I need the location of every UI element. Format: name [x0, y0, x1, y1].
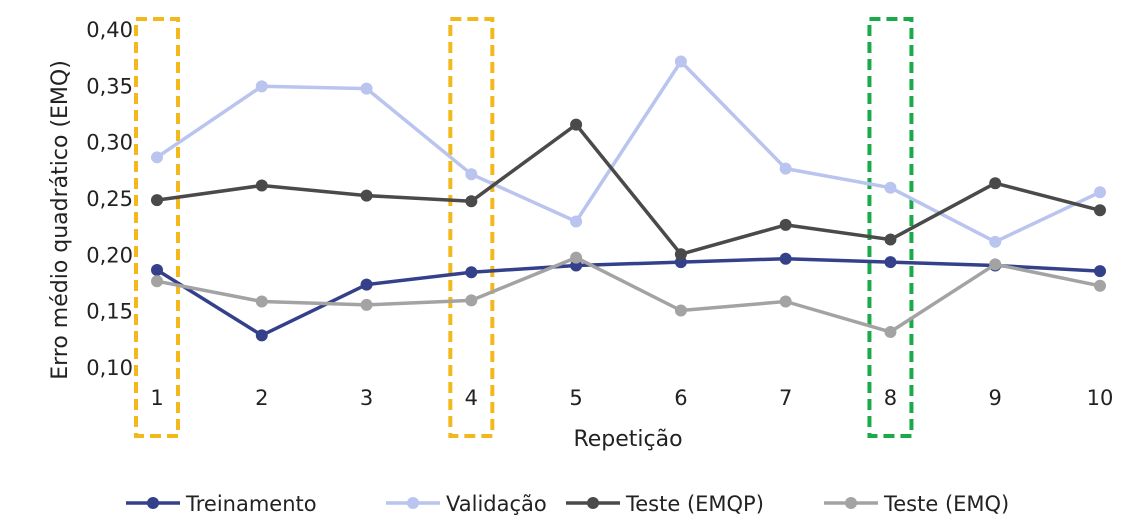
- y-tick-label: 0,30: [86, 131, 133, 155]
- data-point: [255, 329, 268, 342]
- data-point: [465, 266, 478, 279]
- data-point: [1094, 279, 1106, 292]
- data-point: [570, 251, 583, 264]
- data-point: [360, 82, 373, 95]
- data-point: [674, 248, 687, 261]
- legend-label: Teste (EMQ): [883, 492, 1009, 516]
- y-tick-label: 0,20: [86, 243, 133, 267]
- legend: Treinamento Validação Teste (EMQP) Teste (E…: [126, 492, 1009, 516]
- data-point: [779, 252, 792, 265]
- data-point: [360, 189, 373, 202]
- data-point: [989, 258, 1002, 271]
- y-tick-label: 0,25: [86, 187, 133, 211]
- data-point: [1094, 204, 1106, 217]
- highlight-box-8: [867, 17, 914, 438]
- series-line: [156, 256, 1101, 338]
- legend-marker: [147, 497, 159, 509]
- data-point: [674, 55, 687, 68]
- legend-marker: [587, 497, 599, 509]
- highlight-box-1: [134, 17, 180, 438]
- data-point: [1094, 265, 1106, 278]
- data-point: [884, 233, 897, 246]
- y-tick-label: 0,10: [86, 356, 133, 380]
- data-point: [465, 168, 478, 181]
- data-point: [151, 151, 163, 164]
- series-0: [151, 252, 1106, 342]
- y-axis-ticks: 0,10 0,15 0,20 0,25 0,30 0,35 0,40: [86, 18, 133, 380]
- data-point: [779, 162, 792, 175]
- x-axis-ticks: 1 2 3 4 5 6 7 8 9 10: [150, 386, 1113, 410]
- x-tick-label: 6: [674, 386, 687, 410]
- legend-label: Treinamento: [185, 492, 317, 516]
- data-point: [151, 263, 163, 276]
- x-axis-title: Repetição: [573, 427, 682, 452]
- series-line: [156, 255, 1101, 334]
- data-point: [570, 215, 583, 228]
- data-point: [151, 194, 163, 207]
- x-tick-label: 2: [255, 386, 268, 410]
- legend-label: Validação: [446, 492, 547, 516]
- data-point: [779, 218, 792, 231]
- legend-item: Treinamento: [126, 492, 317, 516]
- x-tick-label: 7: [779, 386, 792, 410]
- data-point: [884, 181, 897, 194]
- legend-item: Teste (EMQ): [824, 492, 1009, 516]
- series-line: [156, 59, 1101, 244]
- data-point: [884, 256, 897, 269]
- highlight-boxes: [134, 17, 914, 438]
- series-line: [156, 122, 1101, 256]
- data-point: [570, 118, 583, 131]
- x-tick-label: 8: [884, 386, 897, 410]
- legend-item: Teste (EMQP): [566, 492, 764, 516]
- data-point: [465, 294, 478, 307]
- data-point: [989, 235, 1002, 248]
- data-point: [465, 195, 478, 208]
- legend-marker: [407, 497, 419, 509]
- legend-marker: [845, 497, 857, 509]
- data-point: [255, 295, 268, 308]
- x-tick-label: 5: [569, 386, 582, 410]
- legend-item: Validação: [386, 492, 547, 516]
- y-axis-title: Erro médio quadrático (EMQ): [48, 60, 73, 380]
- x-tick-label: 9: [989, 386, 1002, 410]
- y-tick-label: 0,35: [86, 74, 133, 98]
- x-tick-label: 1: [150, 386, 163, 410]
- y-tick-label: 0,15: [86, 300, 133, 324]
- x-tick-label: 3: [360, 386, 373, 410]
- legend-label: Teste (EMQP): [625, 492, 764, 516]
- data-point: [674, 304, 687, 317]
- data-point: [255, 179, 268, 192]
- data-point: [779, 295, 792, 308]
- data-point: [989, 177, 1002, 190]
- series-2: [151, 118, 1106, 261]
- data-point: [360, 278, 373, 291]
- data-point: [151, 275, 163, 288]
- x-tick-label: 10: [1087, 386, 1114, 410]
- data-point: [360, 298, 373, 311]
- series-1: [151, 55, 1106, 248]
- series-lines: [151, 55, 1106, 342]
- y-tick-label: 0,40: [86, 18, 133, 42]
- highlight-box-4: [448, 17, 495, 438]
- x-tick-label: 4: [465, 386, 478, 410]
- data-point: [255, 80, 268, 93]
- series-3: [151, 251, 1106, 338]
- data-point: [1094, 186, 1106, 199]
- data-point: [884, 325, 897, 338]
